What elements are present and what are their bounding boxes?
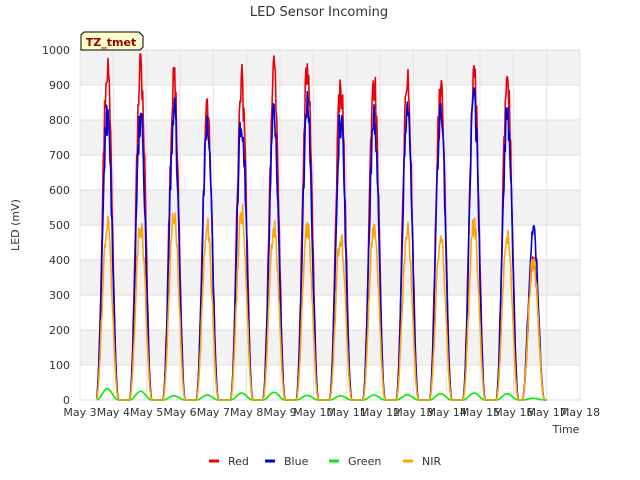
x-tick-label: May 15	[460, 406, 500, 419]
x-tick-label: May 11	[327, 406, 367, 419]
y-tick-label: 300	[49, 289, 70, 302]
legend-item-green: Green	[329, 455, 381, 468]
legend-label: Blue	[284, 455, 309, 468]
y-tick-label: 700	[49, 149, 70, 162]
x-tick-label: May 5	[130, 406, 163, 419]
legend-label: Red	[228, 455, 249, 468]
x-tick-label: May 16	[493, 406, 533, 419]
series-line-nir	[95, 203, 547, 401]
y-axis-label: LED (mV)	[9, 199, 22, 251]
legend-item-nir: NIR	[403, 455, 441, 468]
legend-label: Green	[348, 455, 381, 468]
grid-band	[80, 330, 580, 365]
y-tick-label: 1000	[42, 44, 70, 57]
x-tick-label: May 9	[263, 406, 296, 419]
x-tick-label: May 3	[63, 406, 96, 419]
x-tick-label: May 4	[97, 406, 130, 419]
legend-item-red: Red	[209, 455, 249, 468]
x-tick-label: May 7	[197, 406, 230, 419]
y-tick-label: 900	[49, 79, 70, 92]
legend: Red Blue Green NIR	[209, 455, 441, 468]
series-lines	[95, 53, 547, 401]
y-tick-label: 600	[49, 184, 70, 197]
site-tag-label: TZ_tmet	[86, 36, 136, 49]
x-tick-label: May 8	[230, 406, 263, 419]
x-tick-label: May 12	[360, 406, 400, 419]
grid-band	[80, 190, 580, 225]
y-axis-ticks: 0 100 200 300 400 500 600 700 800 900 1000	[42, 44, 70, 407]
chart-title: LED Sensor Incoming	[250, 5, 388, 20]
y-tick-label: 800	[49, 114, 70, 127]
y-tick-label: 400	[49, 254, 70, 267]
grid-band	[80, 260, 580, 295]
site-tag-box	[80, 31, 144, 51]
x-tick-label: May 6	[163, 406, 196, 419]
x-axis-label: Time	[552, 423, 580, 436]
x-tick-label: May 13	[393, 406, 433, 419]
y-tick-label: 100	[49, 359, 70, 372]
y-tick-label: 200	[49, 324, 70, 337]
x-tick-label: May 10	[293, 406, 333, 419]
site-tag: TZ_tmet	[80, 31, 144, 51]
grid-band	[80, 120, 580, 155]
legend-label: NIR	[422, 455, 441, 468]
grid-band	[80, 50, 580, 85]
x-tick-label: May 14	[427, 406, 467, 419]
legend-item-blue: Blue	[265, 455, 309, 468]
x-tick-label: May 17	[527, 406, 567, 419]
y-tick-label: 0	[63, 394, 70, 407]
grid-bands	[80, 50, 580, 365]
y-tick-label: 500	[49, 219, 70, 232]
x-tick-label: May 18	[560, 406, 600, 419]
